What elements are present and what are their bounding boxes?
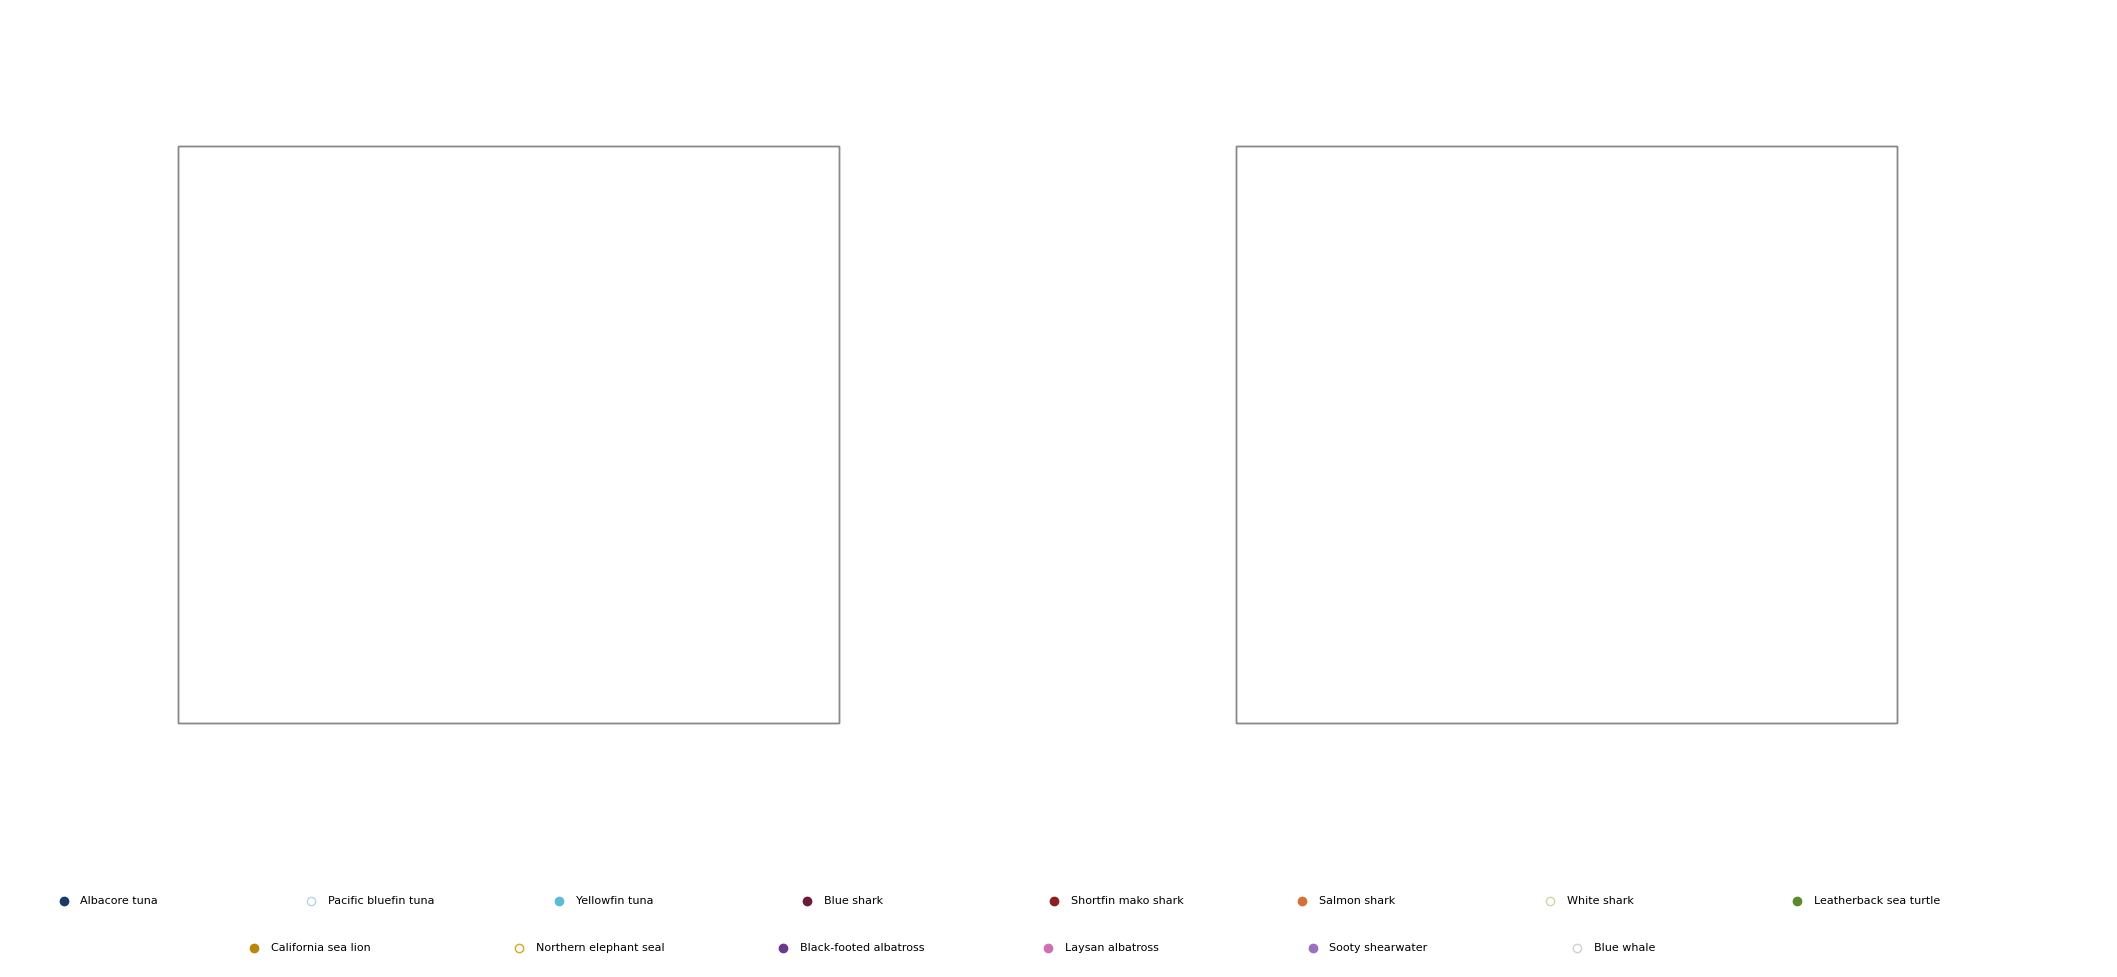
- Text: Yellowfin tuna: Yellowfin tuna: [576, 896, 654, 906]
- Text: Salmon shark: Salmon shark: [1319, 896, 1395, 906]
- Text: California sea lion: California sea lion: [271, 943, 370, 953]
- Text: Blue shark: Blue shark: [824, 896, 883, 906]
- Text: Northern elephant seal: Northern elephant seal: [536, 943, 665, 953]
- Text: Shortfin mako shark: Shortfin mako shark: [1071, 896, 1183, 906]
- Text: Black-footed albatross: Black-footed albatross: [800, 943, 925, 953]
- Text: Laysan albatross: Laysan albatross: [1065, 943, 1158, 953]
- Text: Albacore tuna: Albacore tuna: [80, 896, 159, 906]
- Text: Pacific bluefin tuna: Pacific bluefin tuna: [328, 896, 434, 906]
- Text: White shark: White shark: [1567, 896, 1634, 906]
- Text: Blue whale: Blue whale: [1594, 943, 1655, 953]
- Text: Sooty shearwater: Sooty shearwater: [1329, 943, 1427, 953]
- Text: Leatherback sea turtle: Leatherback sea turtle: [1814, 896, 1941, 906]
